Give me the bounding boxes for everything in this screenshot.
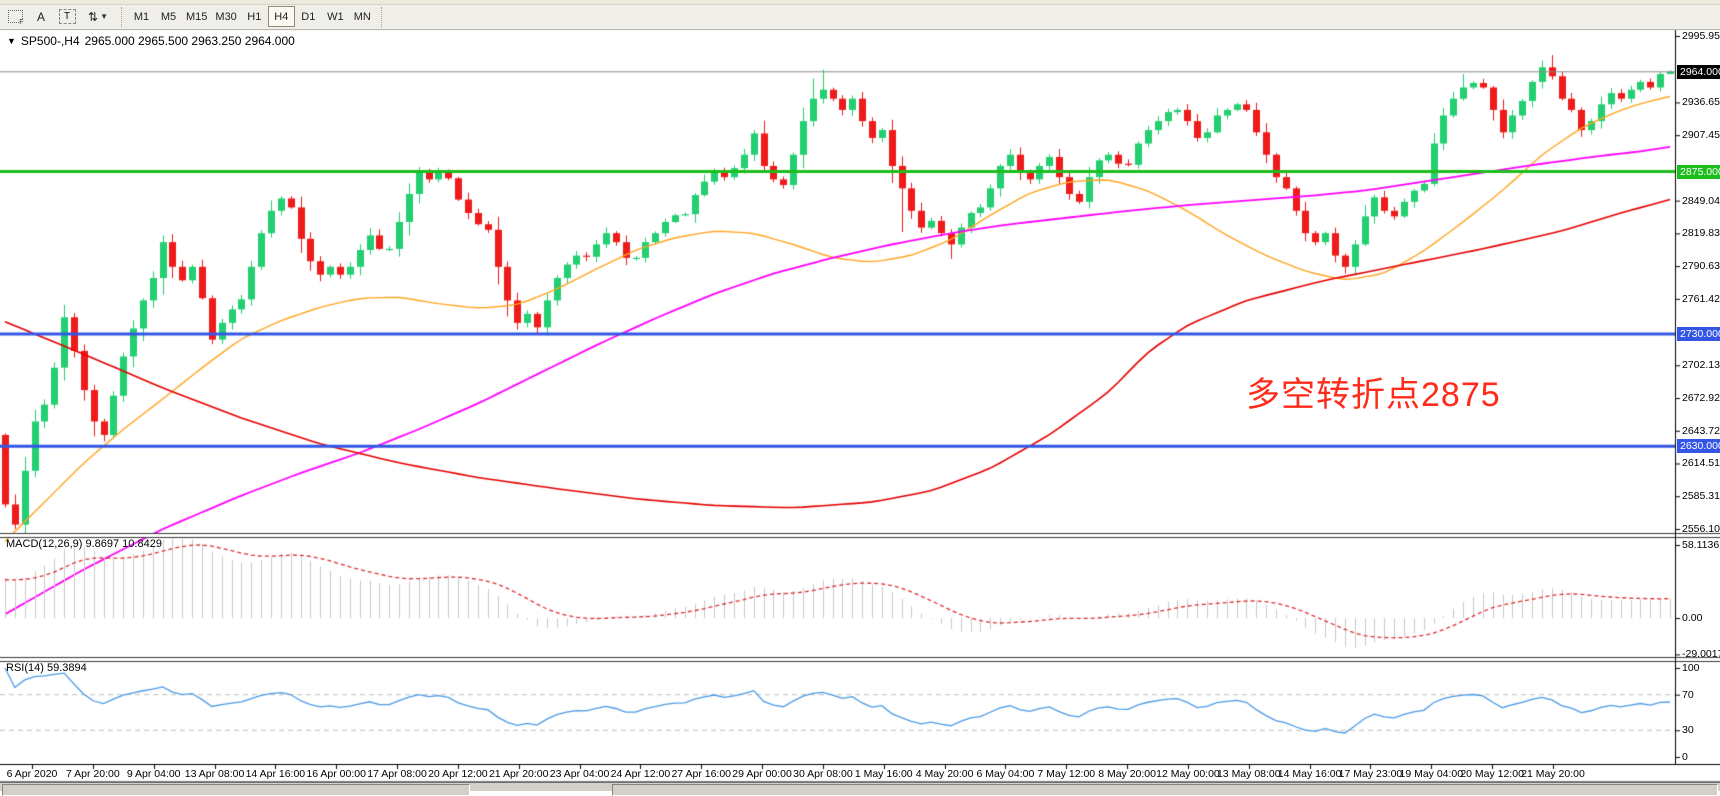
time-tick-label: 19 May 04:00	[1399, 768, 1464, 780]
time-tick-label: 9 Apr 04:00	[126, 768, 181, 780]
price-tick-label: 2672.925	[1682, 392, 1720, 405]
current-price-badge: 2964.000	[1677, 64, 1720, 79]
hline-price-badge: 2875.000	[1677, 164, 1720, 179]
price-tick-label: 2995.950	[1682, 29, 1720, 42]
time-tick-label: 7 May 12:00	[1037, 768, 1096, 780]
price-tick-label: 2761.425	[1682, 292, 1720, 305]
timeframe-button-m5[interactable]: M5	[155, 6, 182, 27]
toolbar-separator	[121, 6, 123, 27]
timeframe-group: M1 M5 M15 M30 H1 H4 D1 W1 MN	[128, 6, 376, 27]
price-tick-label: 2614.515	[1682, 457, 1720, 470]
timeframe-button-m1[interactable]: M1	[128, 6, 155, 27]
toolbar-overflow-strip	[0, 0, 1720, 5]
price-tick-label: 2585.310	[1682, 490, 1720, 503]
time-tick-label: 20 Apr 12:00	[428, 768, 488, 780]
frame-tool-button[interactable]: F	[3, 6, 27, 27]
timeframe-button-w1[interactable]: W1	[322, 6, 349, 27]
price-tick-label: 2643.720	[1682, 424, 1720, 437]
price-tick-label: 2702.130	[1682, 359, 1720, 372]
price-tick-label: 2556.105	[1682, 522, 1720, 535]
status-cell-left	[2, 784, 470, 796]
text-label-icon: T	[58, 9, 76, 24]
time-tick-label: 7 Apr 20:00	[65, 768, 120, 780]
time-tick-label: 13 Apr 08:00	[184, 768, 245, 780]
macd-tick-label: 0.00	[1682, 612, 1703, 624]
time-tick-label: 6 May 04:00	[976, 768, 1035, 780]
text-label-tool-button[interactable]: T	[55, 6, 79, 27]
arrows-icon: ⇅	[88, 9, 99, 24]
time-tick-label: 12 May 00:00	[1156, 768, 1220, 780]
time-tick-label: 21 Apr 20:00	[488, 768, 549, 780]
rsi-tick-label: 70	[1682, 688, 1694, 701]
ohlc-readout: 2965.000 2965.500 2963.250 2964.000	[84, 34, 295, 48]
chart-title: ▼ SP500-,H4 2965.000 2965.500 2963.250 2…	[7, 34, 295, 48]
time-tick-label: 14 Apr 16:00	[245, 768, 306, 780]
price-tick-label: 2819.835	[1682, 227, 1720, 240]
time-tick-label: 16 Apr 00:00	[306, 768, 366, 780]
timeframe-button-d1[interactable]: D1	[295, 6, 322, 27]
price-tick-label: 2907.450	[1682, 129, 1720, 142]
time-tick-label: 13 May 08:00	[1216, 768, 1281, 780]
timeframe-button-m15[interactable]: M15	[182, 6, 211, 27]
timeframe-button-h4[interactable]: H4	[267, 6, 295, 27]
time-tick-label: 20 May 12:00	[1460, 768, 1524, 780]
rsi-tick-label: 100	[1682, 661, 1700, 674]
macd-indicator-label: MACD(12,26,9) 9.8697 10.8429	[6, 538, 162, 550]
time-tick-label: 29 Apr 00:00	[732, 768, 792, 780]
arrow-objects-tool-button[interactable]: ⇅ ▼	[81, 6, 115, 27]
dotted-frame-icon: F	[7, 10, 24, 26]
time-tick-label: 1 May 16:00	[854, 768, 913, 780]
timeframe-button-h1[interactable]: H1	[241, 6, 268, 27]
macd-tick-label: -29.0017	[1682, 648, 1720, 661]
macd-tick-label: 58.1136	[1682, 539, 1720, 552]
time-tick-label: 4 May 20:00	[915, 768, 974, 780]
time-tick-label: 30 Apr 08:00	[793, 768, 853, 780]
toolbar-separator	[380, 6, 383, 27]
status-cell-right	[612, 784, 1718, 796]
hline-price-badge: 2730.000	[1677, 327, 1720, 342]
toolbar: F A T ⇅ ▼ M1 M5 M15 M30 H1 H4 D1 W1 MN	[0, 0, 1720, 30]
chart-text-annotation: 多空转折点2875	[1246, 376, 1501, 414]
text-annotation-tool-button[interactable]: A	[29, 6, 53, 27]
hline-price-badge: 2630.000	[1677, 439, 1720, 454]
timeframe-button-mn[interactable]: MN	[349, 6, 376, 27]
dropdown-caret-icon: ▼	[100, 12, 108, 21]
time-tick-label: 8 May 20:00	[1098, 768, 1156, 780]
time-tick-label: 17 Apr 08:00	[367, 768, 427, 780]
time-tick-label: 14 May 16:00	[1277, 768, 1342, 780]
timeframe-button-m30[interactable]: M30	[211, 6, 240, 27]
rsi-tick-label: 0	[1682, 750, 1688, 763]
rsi-tick-label: 30	[1682, 724, 1694, 737]
price-tick-label: 2849.040	[1682, 194, 1720, 207]
price-tick-label: 2790.630	[1682, 260, 1720, 273]
drawing-tools-group: F A T ⇅ ▼	[2, 6, 116, 27]
time-tick-label: 17 May 23:00	[1338, 768, 1403, 780]
price-tick-label: 2936.655	[1682, 96, 1720, 109]
time-tick-label: 6 Apr 2020	[6, 768, 58, 780]
time-tick-label: 24 Apr 12:00	[610, 768, 671, 780]
time-tick-label: 21 May 20:00	[1521, 768, 1585, 780]
rsi-indicator-label: RSI(14) 59.3894	[6, 662, 87, 674]
symbol-dropdown-icon[interactable]: ▼	[7, 35, 16, 46]
time-tick-label: 27 Apr 16:00	[671, 768, 732, 780]
time-tick-label: 23 Apr 04:00	[549, 768, 610, 780]
symbol-timeframe-label: SP500-,H4	[20, 34, 80, 48]
